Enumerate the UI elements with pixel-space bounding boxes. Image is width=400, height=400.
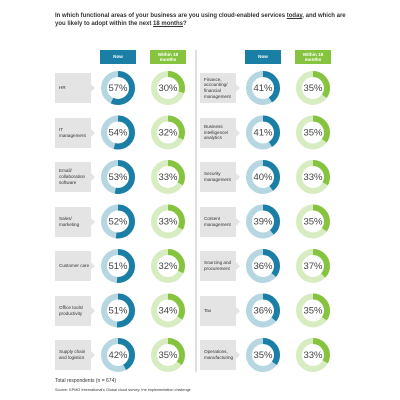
donut-arc bbox=[246, 160, 280, 194]
category-label: IT management bbox=[55, 117, 95, 148]
donut-arc bbox=[151, 71, 185, 105]
value-label: 37% bbox=[303, 261, 323, 272]
donut-arc bbox=[246, 204, 280, 239]
respondents: Total respondents (n = 674) bbox=[55, 378, 117, 384]
donut-arc bbox=[151, 293, 185, 328]
donut-arc bbox=[296, 338, 330, 372]
category-label: Operations, manufacturing bbox=[200, 340, 240, 370]
value-label: 35% bbox=[303, 306, 323, 317]
series-header: Within 18 months bbox=[295, 50, 331, 64]
donut-arc bbox=[246, 115, 280, 150]
value-label: 32% bbox=[158, 128, 178, 139]
value-label: 35% bbox=[303, 217, 323, 228]
title-text: ? bbox=[183, 21, 187, 28]
category-label: HR bbox=[55, 73, 95, 103]
category-label: Sourcing and procurement bbox=[200, 251, 240, 281]
category-label: Content management bbox=[200, 206, 240, 237]
value-label: 33% bbox=[158, 217, 178, 228]
value-label: 41% bbox=[253, 128, 273, 139]
value-label: 35% bbox=[158, 350, 178, 361]
value-label: 39% bbox=[253, 217, 273, 228]
value-label: 33% bbox=[158, 172, 178, 183]
title-emphasis: 18 months bbox=[153, 21, 184, 28]
value-label: 36% bbox=[253, 261, 273, 272]
value-label: 35% bbox=[303, 83, 323, 94]
value-label: 51% bbox=[108, 261, 128, 272]
donut-arc bbox=[296, 160, 330, 194]
category-label: Email/ collaboration software bbox=[55, 162, 95, 192]
donut-arc bbox=[151, 204, 185, 239]
donut-arc bbox=[101, 249, 135, 283]
value-label: 54% bbox=[108, 128, 128, 139]
series-header: Within 18 months bbox=[150, 50, 186, 64]
value-label: 35% bbox=[303, 128, 323, 139]
donut-arc bbox=[296, 115, 330, 150]
category-label: Tax bbox=[200, 295, 240, 326]
value-label: 41% bbox=[253, 83, 273, 94]
value-label: 32% bbox=[158, 261, 178, 272]
category-label: Business intelligence/ analytics bbox=[200, 117, 240, 148]
value-label: 30% bbox=[158, 83, 178, 94]
donut-arc bbox=[151, 338, 185, 372]
donut-arc bbox=[101, 338, 135, 372]
series-header: Now bbox=[245, 50, 281, 64]
donut-arc bbox=[101, 293, 135, 328]
donut-arc bbox=[296, 249, 330, 283]
series-header: Now bbox=[100, 50, 136, 64]
value-label: 53% bbox=[108, 172, 128, 183]
title: In which functional areas of your busine… bbox=[55, 12, 355, 28]
category-label: Customer care bbox=[55, 251, 95, 281]
donut-arc bbox=[296, 204, 330, 239]
donut-arc bbox=[246, 249, 280, 283]
value-label: 34% bbox=[158, 306, 178, 317]
value-label: 52% bbox=[108, 217, 128, 228]
category-label: Sales/ marketing bbox=[55, 206, 95, 237]
donut-arc bbox=[296, 71, 330, 105]
value-label: 57% bbox=[108, 83, 128, 94]
title-text: In which functional areas of your busine… bbox=[55, 13, 287, 19]
category-label: Security management bbox=[200, 162, 240, 192]
value-label: 36% bbox=[253, 306, 273, 317]
donut-arc bbox=[246, 293, 280, 328]
title-text: , and which are you likely to adopt with… bbox=[55, 13, 346, 28]
value-label: 33% bbox=[303, 350, 323, 361]
value-label: 40% bbox=[253, 172, 273, 183]
category-label: Finance, accounting/ financial managemen… bbox=[200, 73, 240, 103]
donut-arc bbox=[151, 249, 185, 283]
donut-arc bbox=[246, 338, 280, 372]
category-label: Supply chain and logistics bbox=[55, 340, 95, 370]
value-label: 51% bbox=[108, 306, 128, 317]
donut-arc bbox=[246, 71, 280, 105]
donut-arc bbox=[101, 160, 135, 194]
title-emphasis: today bbox=[286, 13, 303, 19]
donut-arc bbox=[101, 204, 135, 239]
value-label: 42% bbox=[108, 350, 128, 361]
donut-arc bbox=[151, 115, 185, 150]
donut-arc bbox=[296, 293, 330, 328]
value-label: 35% bbox=[253, 350, 273, 361]
donut-arc bbox=[151, 160, 185, 194]
category-label: Office tools/ productivity bbox=[55, 295, 95, 326]
donut-arc bbox=[101, 115, 135, 150]
source: Source: KPMG International's Global clou… bbox=[55, 388, 191, 392]
donut-arc bbox=[101, 71, 135, 105]
value-label: 33% bbox=[303, 172, 323, 183]
